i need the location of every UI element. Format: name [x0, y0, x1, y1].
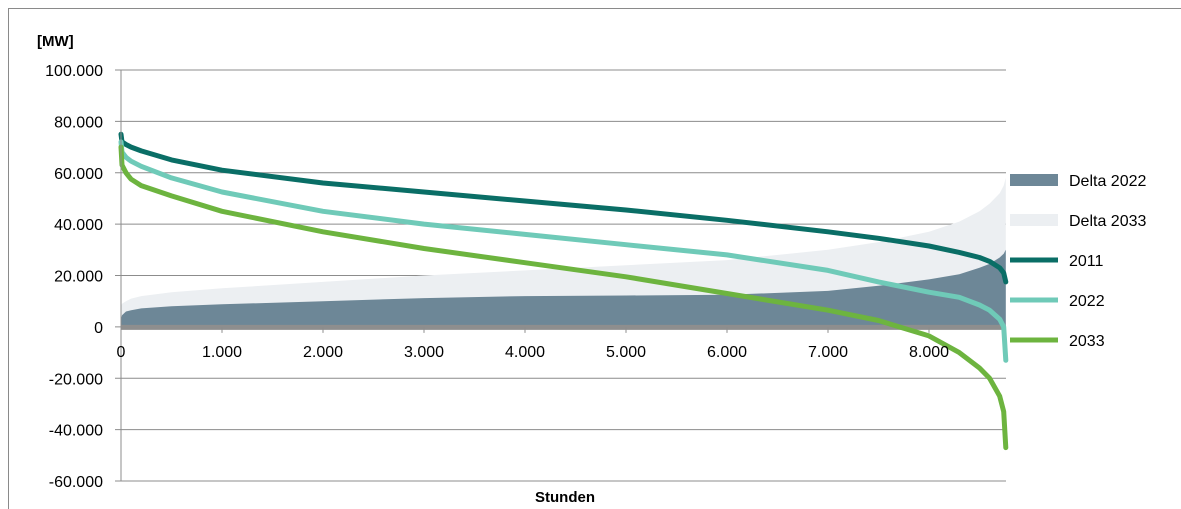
y-tick-label: -20.000: [49, 371, 103, 388]
legend-label: 2022: [1069, 293, 1105, 310]
y-tick-label: 40.000: [54, 217, 103, 234]
y-tick-label: 20.000: [54, 269, 103, 286]
legend-label: Delta 2022: [1069, 173, 1146, 190]
y-tick-label: 80.000: [54, 114, 103, 131]
x-tick-label: 8.000: [909, 344, 949, 361]
legend-swatch: [1010, 174, 1058, 186]
line-series-2022: [118, 139, 1009, 363]
x-tick-label: 3.000: [404, 344, 444, 361]
y-axis-title: [MW]: [37, 33, 74, 50]
legend-item: 2022: [1010, 293, 1105, 310]
area-series: [121, 177, 1006, 327]
y-tick-label: 0: [94, 320, 103, 337]
x-tick-label: 2.000: [303, 344, 343, 361]
legend-item: 2011: [1010, 253, 1104, 270]
y-axis-ticks: 100.000 80.000 60.000 40.000 20.000 0 -20.000 -…: [45, 63, 122, 491]
x-tick-label: 6.000: [707, 344, 747, 361]
legend-label: 2011: [1069, 253, 1104, 270]
y-tick-label: -60.000: [49, 474, 103, 491]
legend-label: Delta 2033: [1069, 213, 1146, 230]
x-axis-line: [121, 324, 1006, 330]
y-tick-label: 60.000: [54, 166, 103, 183]
line-series-2033: [118, 144, 1009, 451]
legend-label: 2033: [1069, 333, 1105, 350]
area-delta-2033: [121, 177, 1006, 327]
zero-axis: [121, 324, 1006, 330]
legend: Delta 2022 Delta 2033 2011 2022 2033: [1010, 173, 1146, 350]
area-delta-2022: [121, 249, 1006, 327]
legend-item: Delta 2033: [1010, 213, 1146, 230]
x-axis-title: Stunden: [535, 489, 595, 506]
y-tick-label: 100.000: [45, 63, 103, 80]
x-tick-label: 4.000: [505, 344, 545, 361]
x-axis-ticks: 0 1.000 2.000 3.000 4.000 5.000 6.000 7.000 8.00…: [117, 326, 949, 361]
x-tick-label: 7.000: [808, 344, 848, 361]
legend-item: Delta 2022: [1010, 173, 1146, 190]
x-tick-label: 1.000: [202, 344, 242, 361]
line-series: [118, 131, 1009, 451]
legend-item: 2033: [1010, 333, 1105, 350]
x-tick-label: 0: [117, 344, 126, 361]
line-series-2011: [118, 131, 1009, 285]
x-tick-label: 5.000: [606, 344, 646, 361]
legend-swatch: [1010, 214, 1058, 226]
y-tick-label: -40.000: [49, 423, 103, 440]
chart-frame: [8, 8, 1181, 509]
